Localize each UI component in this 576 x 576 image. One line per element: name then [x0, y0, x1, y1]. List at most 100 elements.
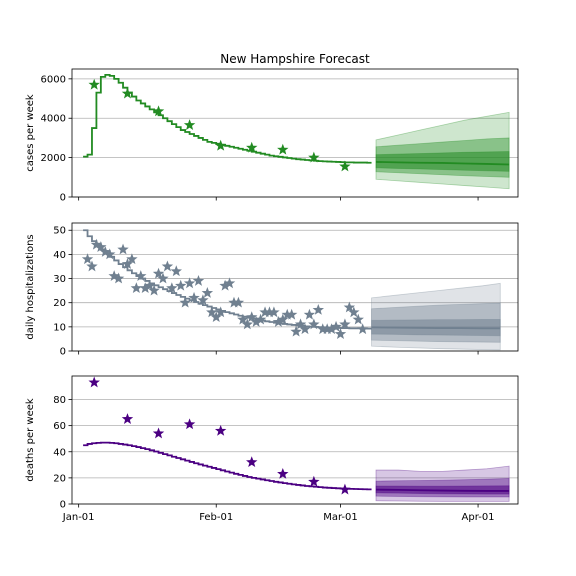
- y-tick-label: 10: [53, 322, 66, 333]
- observed-star: [343, 301, 356, 313]
- y-axis-label: cases per week: [25, 94, 36, 172]
- observed-star: [139, 282, 151, 294]
- observed-star: [121, 87, 134, 99]
- observed-star: [130, 282, 143, 294]
- observed-star: [254, 313, 267, 325]
- observed-star: [206, 306, 218, 318]
- observed-star: [117, 243, 129, 255]
- band-50: [375, 151, 510, 172]
- observed-star: [104, 248, 116, 260]
- observed-star: [135, 270, 147, 281]
- observed-star: [214, 306, 227, 318]
- y-tick-label: 40: [53, 447, 66, 458]
- plot-frame: [71, 222, 519, 352]
- observed-star: [152, 267, 165, 279]
- x-tick-label: Feb-01: [199, 512, 233, 523]
- observed-star: [339, 160, 351, 172]
- panel-hospitalizations: 0 10 20 30 40 50 daily hospitalizations: [25, 222, 519, 358]
- y-tick-label: 60: [53, 421, 66, 432]
- observed-star: [246, 141, 258, 153]
- observed-star: [285, 308, 298, 320]
- observed-star: [250, 316, 262, 327]
- model-step-line: [83, 229, 372, 330]
- panel-cases: 0 2000 4000 6000 cases per week: [25, 68, 519, 204]
- observed-star: [237, 313, 249, 325]
- y-tick-label: 40: [53, 250, 66, 261]
- observed-star: [232, 296, 245, 308]
- y-tick-label: 0: [60, 193, 66, 204]
- observed-star: [157, 272, 169, 284]
- observed-star: [81, 253, 94, 265]
- observed-star: [268, 306, 280, 318]
- y-tick-label: 30: [53, 274, 66, 285]
- forecast-median-line: [375, 488, 510, 492]
- observed-star: [277, 467, 289, 479]
- model-step-line: [83, 441, 372, 491]
- observed-star: [334, 328, 347, 339]
- observed-star: [175, 279, 187, 291]
- observed-star: [246, 311, 258, 323]
- x-tick-label: Jan-01: [62, 512, 95, 523]
- observed-star: [277, 143, 289, 155]
- observed-star: [339, 483, 351, 495]
- observed-star: [188, 291, 200, 303]
- y-tick-label: 20: [53, 298, 66, 309]
- y-tick-label: 50: [53, 226, 66, 237]
- observed-star: [183, 119, 196, 130]
- observed-star: [152, 105, 165, 117]
- observed-star: [277, 313, 289, 325]
- observed-star: [143, 279, 156, 291]
- observed-star: [183, 418, 196, 430]
- x-tick-label: Mar-01: [323, 512, 358, 523]
- observed-star: [112, 272, 125, 284]
- observed-star: [290, 325, 302, 337]
- y-axis-label: deaths per week: [25, 398, 36, 482]
- forecast-median-line: [371, 326, 501, 330]
- observed-star: [192, 274, 205, 286]
- observed-star: [299, 323, 311, 335]
- observed-star: [88, 78, 100, 90]
- observed-star: [325, 323, 338, 335]
- observed-star: [272, 316, 285, 327]
- y-tick-label: 20: [53, 473, 66, 484]
- observed-star: [126, 253, 138, 265]
- observed-star: [161, 260, 174, 272]
- observed-star: [99, 245, 111, 257]
- model-step-line: [83, 74, 372, 164]
- observed-star: [170, 265, 182, 277]
- observed-star: [348, 306, 360, 318]
- observed-star: [219, 279, 231, 291]
- observed-star: [148, 284, 160, 296]
- observed-star: [179, 296, 191, 308]
- observed-star: [210, 311, 222, 323]
- observed-star: [95, 241, 107, 253]
- observed-star: [263, 306, 276, 318]
- y-tick-label: 2000: [41, 153, 66, 164]
- observed-star: [228, 296, 240, 308]
- panels: 0 2000 4000 6000 cases per week 0 10 20 30 40 50 da…: [25, 68, 519, 523]
- observed-star: [352, 313, 364, 325]
- observed-star: [339, 318, 351, 330]
- panel-deaths: 0 20 40 60 80 deaths per week Jan-01 Feb-01 Mar-…: [25, 375, 519, 523]
- observed-star: [121, 258, 134, 269]
- observed-star: [88, 376, 100, 388]
- observed-star: [241, 318, 253, 330]
- observed-star: [303, 308, 316, 320]
- observed-star: [321, 323, 333, 335]
- y-tick-label: 0: [60, 347, 66, 358]
- y-axis-label: daily hospitalizations: [25, 234, 36, 339]
- observed-star: [330, 320, 342, 332]
- observed-star: [201, 287, 214, 298]
- y-tick-label: 4000: [41, 114, 66, 125]
- observed-star: [308, 318, 320, 330]
- observed-star: [108, 270, 120, 281]
- observed-star: [90, 238, 103, 250]
- observed-star: [246, 456, 258, 468]
- observed-star: [152, 427, 165, 439]
- observed-star: [308, 475, 320, 487]
- observed-star: [223, 277, 236, 289]
- observed-star: [121, 413, 134, 424]
- observed-star: [356, 323, 369, 335]
- observed-star: [197, 294, 209, 306]
